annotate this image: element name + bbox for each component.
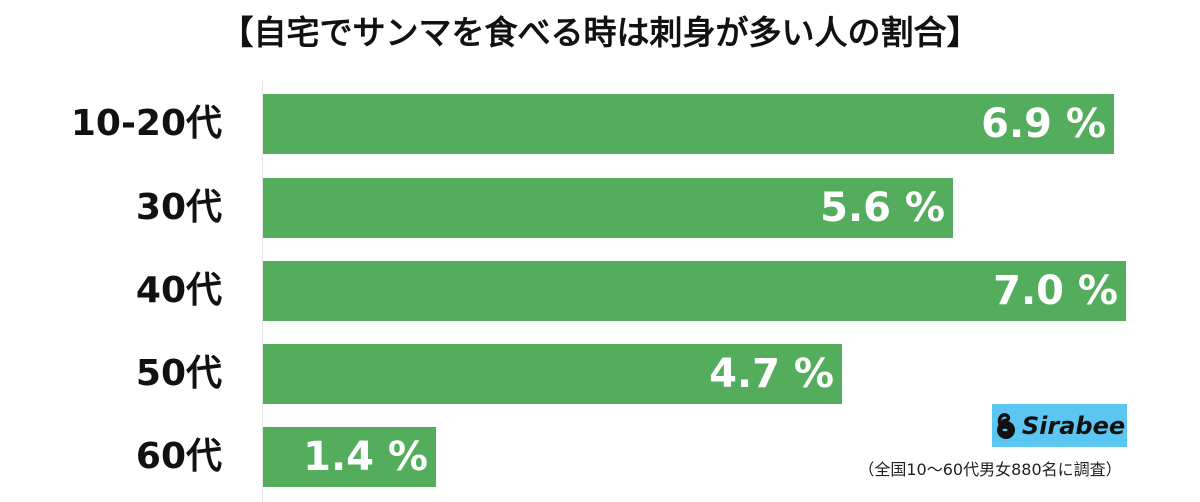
bar-30: 5.6 %: [263, 178, 953, 238]
bar-value-label: 1.4 %: [303, 434, 428, 480]
bar-10-20: 6.9 %: [263, 94, 1114, 154]
category-label-10-20: 10-20代: [70, 103, 222, 144]
category-label-50: 50代: [135, 353, 222, 394]
bar-50: 4.7 %: [263, 344, 842, 404]
bar-60: 1.4 %: [263, 427, 436, 487]
chart-title: 【自宅でサンマを食べる時は刺身が多い人の割合】: [220, 13, 980, 52]
bar-value-label: 5.6 %: [820, 185, 945, 231]
survey-footnote: （全国10〜60代男女880名に調査）: [858, 460, 1122, 479]
bar-40: 7.0 %: [263, 261, 1126, 321]
bar-value-label: 4.7 %: [709, 351, 834, 397]
category-label-60: 60代: [135, 436, 222, 477]
sirabee-logo: Sirabee: [992, 404, 1127, 447]
bar-value-label: 6.9 %: [981, 101, 1106, 147]
category-label-40: 40代: [135, 270, 222, 311]
bar-value-label: 7.0 %: [993, 268, 1118, 314]
sirabee-swan-icon: [996, 412, 1015, 439]
y-axis-line: [262, 80, 263, 502]
logo-text: Sirabee: [1021, 411, 1126, 440]
category-label-30: 30代: [135, 187, 222, 228]
